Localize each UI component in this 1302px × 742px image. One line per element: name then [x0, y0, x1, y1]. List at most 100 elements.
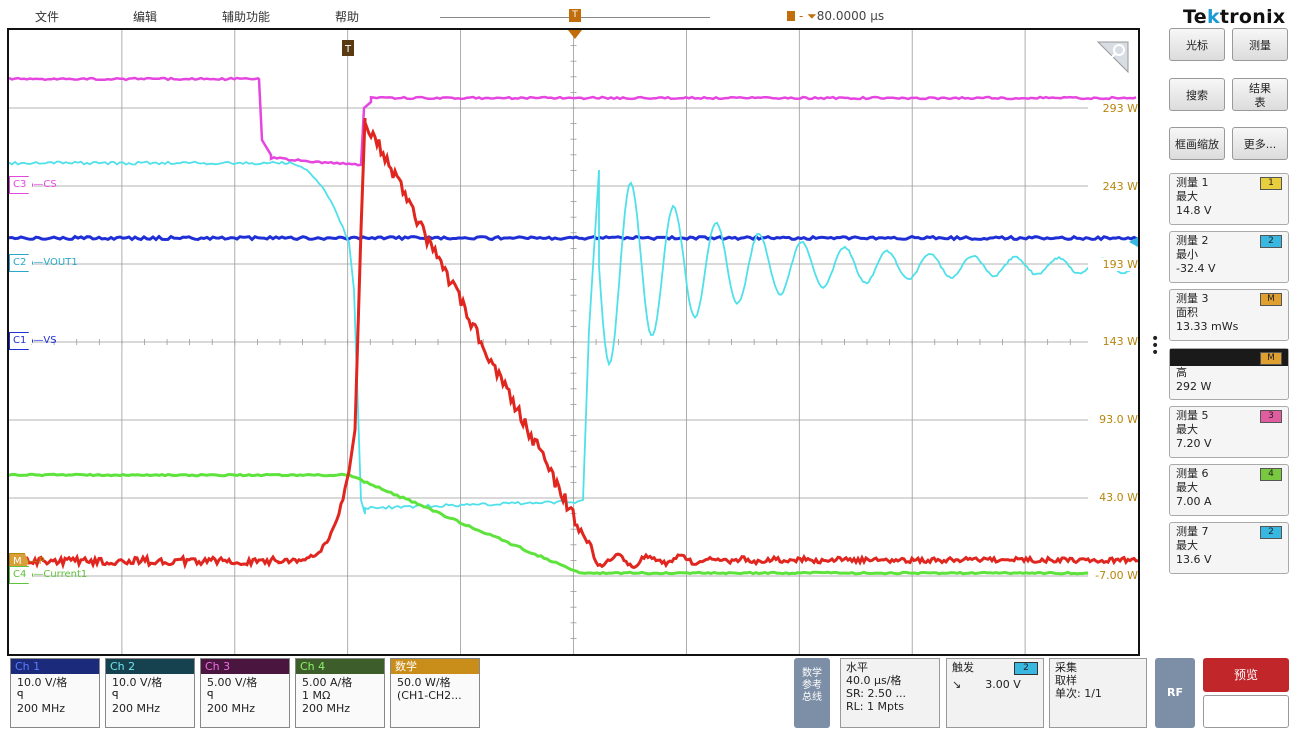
measurement-value: -32.4 V — [1176, 262, 1282, 276]
measurement-card[interactable]: 测量 2 2 最小 -32.4 V — [1169, 231, 1289, 283]
channel-badge-body: 50.0 W/格 (CH1-CH2... — [391, 674, 479, 704]
channel-badge-header: Ch 4 — [296, 659, 384, 674]
channel-scale: 5.00 A/格 — [302, 676, 378, 689]
channel-coupling: ꟼ — [112, 689, 188, 702]
channel-bandwidth: 200 MHz — [112, 702, 188, 715]
time-reference[interactable]: - ⏷80.0000 µs — [787, 9, 884, 24]
more-dots-icon[interactable]: • • • — [1151, 336, 1155, 357]
channel-marker-c4[interactable]: C4 —Current1 — [9, 566, 87, 582]
measurement-type: 高 — [1176, 366, 1282, 380]
horizontal-scale: 40.0 µs/格 — [846, 674, 934, 687]
measurement-source-badge: M — [1260, 352, 1282, 365]
search-button[interactable]: 搜索 — [1169, 78, 1225, 111]
menu-file[interactable]: 文件 — [35, 8, 59, 25]
right-sidebar: 光标 测量 搜索 结果 表 框画缩放 更多... 测量 1 1 最大 14.8 V 测量… — [1163, 28, 1291, 658]
measurement-card[interactable]: 测量 1 1 最大 14.8 V — [1169, 173, 1289, 225]
math-scale-label: -7.00 W — [1088, 569, 1138, 582]
channel-marker-c3[interactable]: C3 —CS — [9, 176, 57, 192]
measurement-card[interactable]: 测量 6 4 最大 7.00 A — [1169, 464, 1289, 516]
bottom-bar: Ch 1 10.0 V/格 ꟼ 200 MHz Ch 2 10.0 V/格 ꟼ 200 MHz… — [0, 658, 1302, 742]
channel-badge-body: 5.00 V/格 ꟼ 200 MHz — [201, 674, 289, 717]
reference-marker-icon — [787, 11, 795, 21]
acquire-badge[interactable]: 采集 取样 单次: 1/1 — [1049, 658, 1147, 728]
channel-coupling: 1 MΩ — [302, 689, 378, 702]
math-scale-label: 193 W — [1088, 258, 1138, 271]
measurement-card[interactable]: 测量 5 3 最大 7.20 V — [1169, 406, 1289, 458]
cursor-button[interactable]: 光标 — [1169, 28, 1225, 61]
measurement-type: 最大 — [1176, 190, 1282, 204]
channel-badge[interactable]: Ch 2 10.0 V/格 ꟼ 200 MHz — [105, 658, 195, 728]
trigger-position-icon[interactable]: T — [569, 9, 581, 22]
math-scale-label: 93.0 W — [1088, 413, 1138, 426]
measurement-type: 最大 — [1176, 423, 1282, 437]
measurement-source-badge: 3 — [1260, 410, 1282, 423]
time-reference-marker — [568, 30, 582, 39]
math-scale-label: 43.0 W — [1088, 491, 1138, 504]
channel-badge-body: 10.0 V/格 ꟼ 200 MHz — [11, 674, 99, 717]
channel-marker-name: —Current1 — [33, 569, 87, 580]
channel-bandwidth: 200 MHz — [302, 702, 378, 715]
arrow-icon: - ⏷ — [799, 9, 817, 23]
horizontal-badge[interactable]: 水平 40.0 µs/格 SR: 2.50 ... RL: 1 Mpts — [840, 658, 940, 728]
channel-badge[interactable]: Ch 4 5.00 A/格 1 MΩ 200 MHz — [295, 658, 385, 728]
channel-marker-tag: C1 — [9, 332, 33, 350]
measurement-value: 13.6 V — [1176, 553, 1282, 567]
results-table-button[interactable]: 结果 表 — [1232, 78, 1288, 111]
tektronix-logo: Tektronix — [1183, 6, 1285, 28]
ch2-trace — [9, 162, 1137, 515]
measurement-source-badge: 4 — [1260, 468, 1282, 481]
horizontal-sample-rate: SR: 2.50 ... — [846, 687, 934, 700]
channel-badge-header: Ch 2 — [106, 659, 194, 674]
single-button[interactable] — [1203, 695, 1289, 728]
acquire-mode: 取样 — [1055, 674, 1141, 687]
zoom-icon[interactable] — [1094, 38, 1130, 74]
channel-scale: 10.0 V/格 — [17, 676, 93, 689]
channel-coupling: ꟼ — [17, 689, 93, 702]
measurement-source-badge: M — [1260, 293, 1282, 306]
menu-edit[interactable]: 编辑 — [133, 8, 157, 25]
measurement-value: 13.33 mWs — [1176, 320, 1282, 334]
channel-badge[interactable]: Ch 1 10.0 V/格 ꟼ 200 MHz — [10, 658, 100, 728]
channel-scale: 5.00 V/格 — [207, 676, 283, 689]
measurement-type: 最大 — [1176, 539, 1282, 553]
menu-accessibility[interactable]: 辅助功能 — [222, 8, 270, 25]
waveform-display[interactable]: T — [7, 28, 1140, 656]
channel-marker-c1[interactable]: C1 —VS — [9, 332, 57, 348]
channel-marker-name: —CS — [33, 179, 56, 190]
math-scale-label: 243 W — [1088, 180, 1138, 193]
math-scale-label: 293 W — [1088, 102, 1138, 115]
measurement-card[interactable]: 测量 7 2 最大 13.6 V — [1169, 522, 1289, 574]
horizontal-record-length: RL: 1 Mpts — [846, 700, 934, 713]
ch1-trace — [9, 237, 1137, 240]
measurement-source-badge: 1 — [1260, 177, 1282, 190]
measurement-card[interactable]: 测量 3 M 面积 13.33 mWs — [1169, 289, 1289, 341]
channel-marker-c2[interactable]: C2 —VOUT1 — [9, 254, 78, 270]
math-scale-label: 143 W — [1088, 335, 1138, 348]
run-stop-button[interactable]: 预览 — [1203, 658, 1289, 692]
channel-marker-tag: C4 — [9, 566, 33, 584]
rf-button[interactable]: RF — [1155, 658, 1195, 728]
measurement-type: 面积 — [1176, 306, 1282, 320]
measurement-value: 7.00 A — [1176, 495, 1282, 509]
measurement-value: 14.8 V — [1176, 204, 1282, 218]
time-reference-value: 80.0000 µs — [817, 9, 884, 23]
channel-badge[interactable]: 数学 50.0 W/格 (CH1-CH2... — [390, 658, 480, 728]
trigger-badge[interactable]: 触发 2 ↘ 3.00 V — [946, 658, 1044, 728]
math-ref-bus-button[interactable]: 数学 参考 总线 — [794, 658, 830, 728]
channel-bandwidth: 200 MHz — [17, 702, 93, 715]
measure-button[interactable]: 测量 — [1232, 28, 1288, 61]
channel-coupling: ꟼ — [207, 689, 283, 702]
channel-marker-tag: C3 — [9, 176, 33, 194]
channel-marker-tag: C2 — [9, 254, 33, 272]
measurement-card[interactable]: M 高 292 W — [1169, 348, 1289, 400]
measurement-type: 最小 — [1176, 248, 1282, 262]
channel-badge-body: 5.00 A/格 1 MΩ 200 MHz — [296, 674, 384, 717]
draw-box-zoom-button[interactable]: 框画缩放 — [1169, 127, 1225, 160]
channel-badge-body: 10.0 V/格 ꟼ 200 MHz — [106, 674, 194, 717]
more-button[interactable]: 更多... — [1232, 127, 1288, 160]
channel-badge-header: 数学 — [391, 659, 479, 674]
menu-help[interactable]: 帮助 — [335, 8, 359, 25]
trigger-slope-icon: ↘ — [952, 678, 961, 691]
channel-badge[interactable]: Ch 3 5.00 V/格 ꟼ 200 MHz — [200, 658, 290, 728]
channel-coupling: (CH1-CH2... — [397, 689, 473, 702]
